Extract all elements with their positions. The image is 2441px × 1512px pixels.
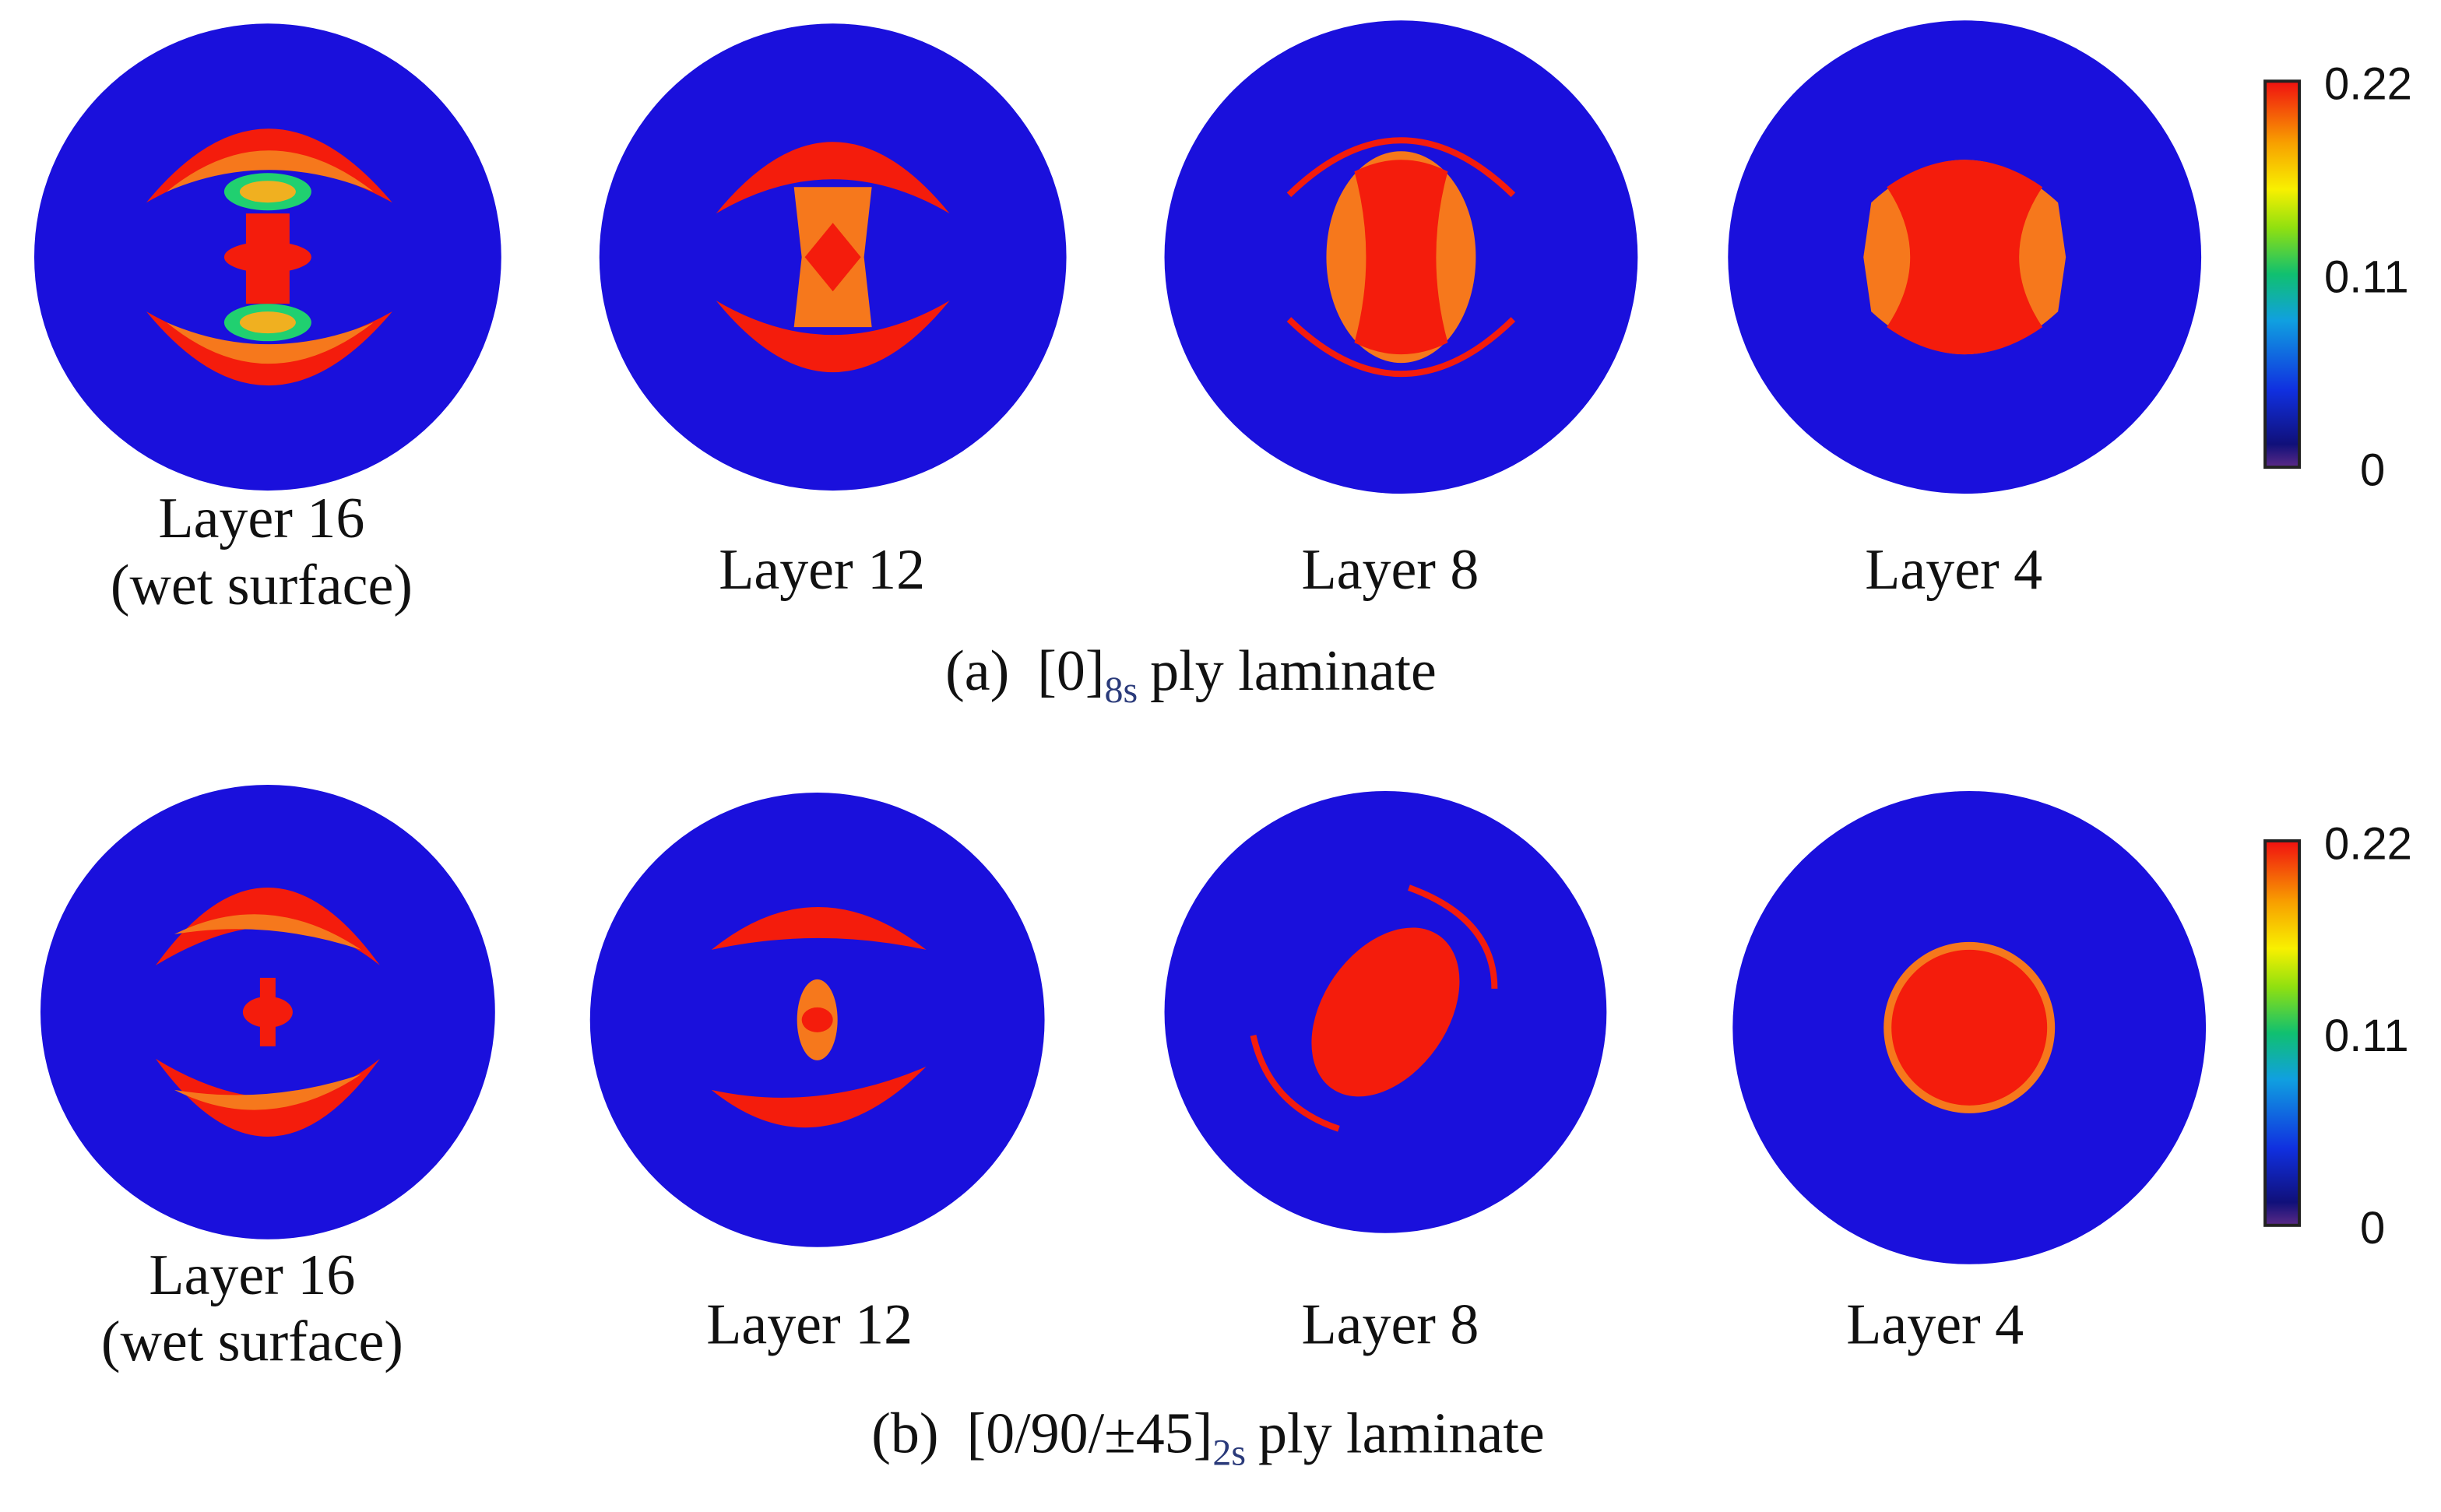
caption-subscript: 2s [1212, 1433, 1246, 1474]
caption-layup: [0/90/±45] [967, 1402, 1213, 1466]
layer-label: Layer 16 [149, 1243, 355, 1307]
colorbar [2263, 79, 2302, 469]
layer-note: (wet surface) [111, 554, 413, 617]
layer-label: Layer 4 [1846, 1293, 2024, 1357]
damage-region [711, 906, 927, 950]
layer-label: Layer 8 [1301, 538, 1479, 602]
damage-region [1286, 137, 1516, 198]
colorbar-tick-label: 0.22 [2324, 60, 2412, 110]
panel-caption: (a) [0]8s ply laminate [945, 639, 1437, 711]
layer-label: Layer 12 [706, 1293, 913, 1357]
caption-suffix: ply laminate [1150, 639, 1437, 703]
damage-region [1311, 927, 1460, 1097]
damage-region [166, 322, 374, 364]
contour-plot [589, 792, 1045, 1247]
contour-plot [33, 23, 501, 491]
damage-region [259, 977, 276, 1046]
damage-region [174, 914, 361, 950]
caption-subscript: 8s [1105, 670, 1138, 711]
layer-label: Layer 8 [1301, 1293, 1479, 1357]
layer-label: Layer 16 [158, 487, 364, 550]
caption-label: (b) [871, 1402, 938, 1466]
damage-region [174, 1074, 361, 1110]
colorbar-tick-label: 0.11 [2324, 1011, 2409, 1061]
damage-region [1250, 1035, 1340, 1132]
contour-plot [1164, 20, 1638, 494]
colorbar-tick-label: 0 [2360, 1204, 2385, 1254]
damage-region [716, 301, 950, 373]
colorbar-tick-label: 0.11 [2324, 253, 2409, 303]
damage-region [716, 142, 950, 214]
caption-label: (a) [945, 639, 1009, 703]
damage-region [1286, 317, 1516, 378]
damage-region [239, 181, 296, 203]
colorbar-tick-label: 0.22 [2324, 819, 2412, 869]
layer-label: Layer 4 [1865, 538, 2042, 602]
damage-region [801, 1007, 833, 1032]
layer-label: Layer 12 [719, 538, 925, 602]
contour-plot [40, 784, 495, 1239]
damage-region [239, 311, 296, 334]
damage-region [804, 223, 861, 292]
contour-plot [599, 23, 1067, 491]
damage-region [166, 150, 374, 192]
damage-region [1887, 160, 2043, 355]
contour-plot [1728, 20, 2202, 494]
damage-region [1891, 949, 2048, 1106]
colorbar [2263, 839, 2302, 1227]
panel-caption: (b) [0/90/±45]2s ply laminate [871, 1402, 1544, 1474]
colorbar-tick-label: 0 [2360, 445, 2385, 495]
damage-region [1408, 884, 1498, 989]
damage-region [223, 241, 311, 273]
caption-layup: [0] [1037, 639, 1104, 703]
layer-note: (wet surface) [101, 1310, 403, 1374]
damage-region [1354, 160, 1448, 355]
contour-plot [1732, 790, 2207, 1264]
contour-plot [1164, 790, 1607, 1233]
caption-suffix: ply laminate [1258, 1402, 1545, 1466]
damage-region [711, 1066, 927, 1128]
